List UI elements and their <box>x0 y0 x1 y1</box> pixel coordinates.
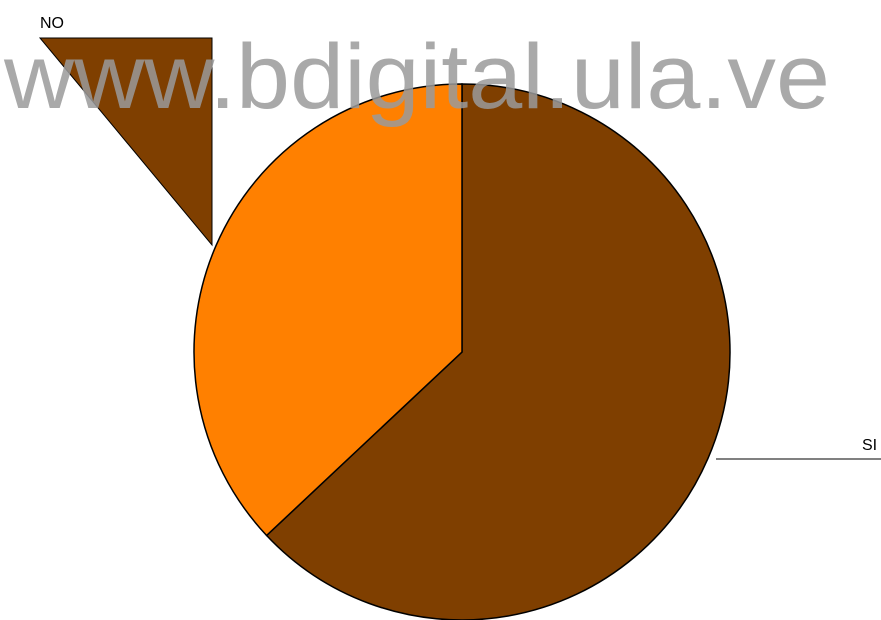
slice-label: SI <box>862 437 877 454</box>
watermark: www.bdigital.ula.ve <box>3 26 830 128</box>
pie <box>193 83 731 620</box>
slice-label: NO <box>40 15 64 32</box>
pie-slice <box>265 83 731 620</box>
leader-shape <box>38 37 213 247</box>
pie-slice <box>193 83 463 537</box>
